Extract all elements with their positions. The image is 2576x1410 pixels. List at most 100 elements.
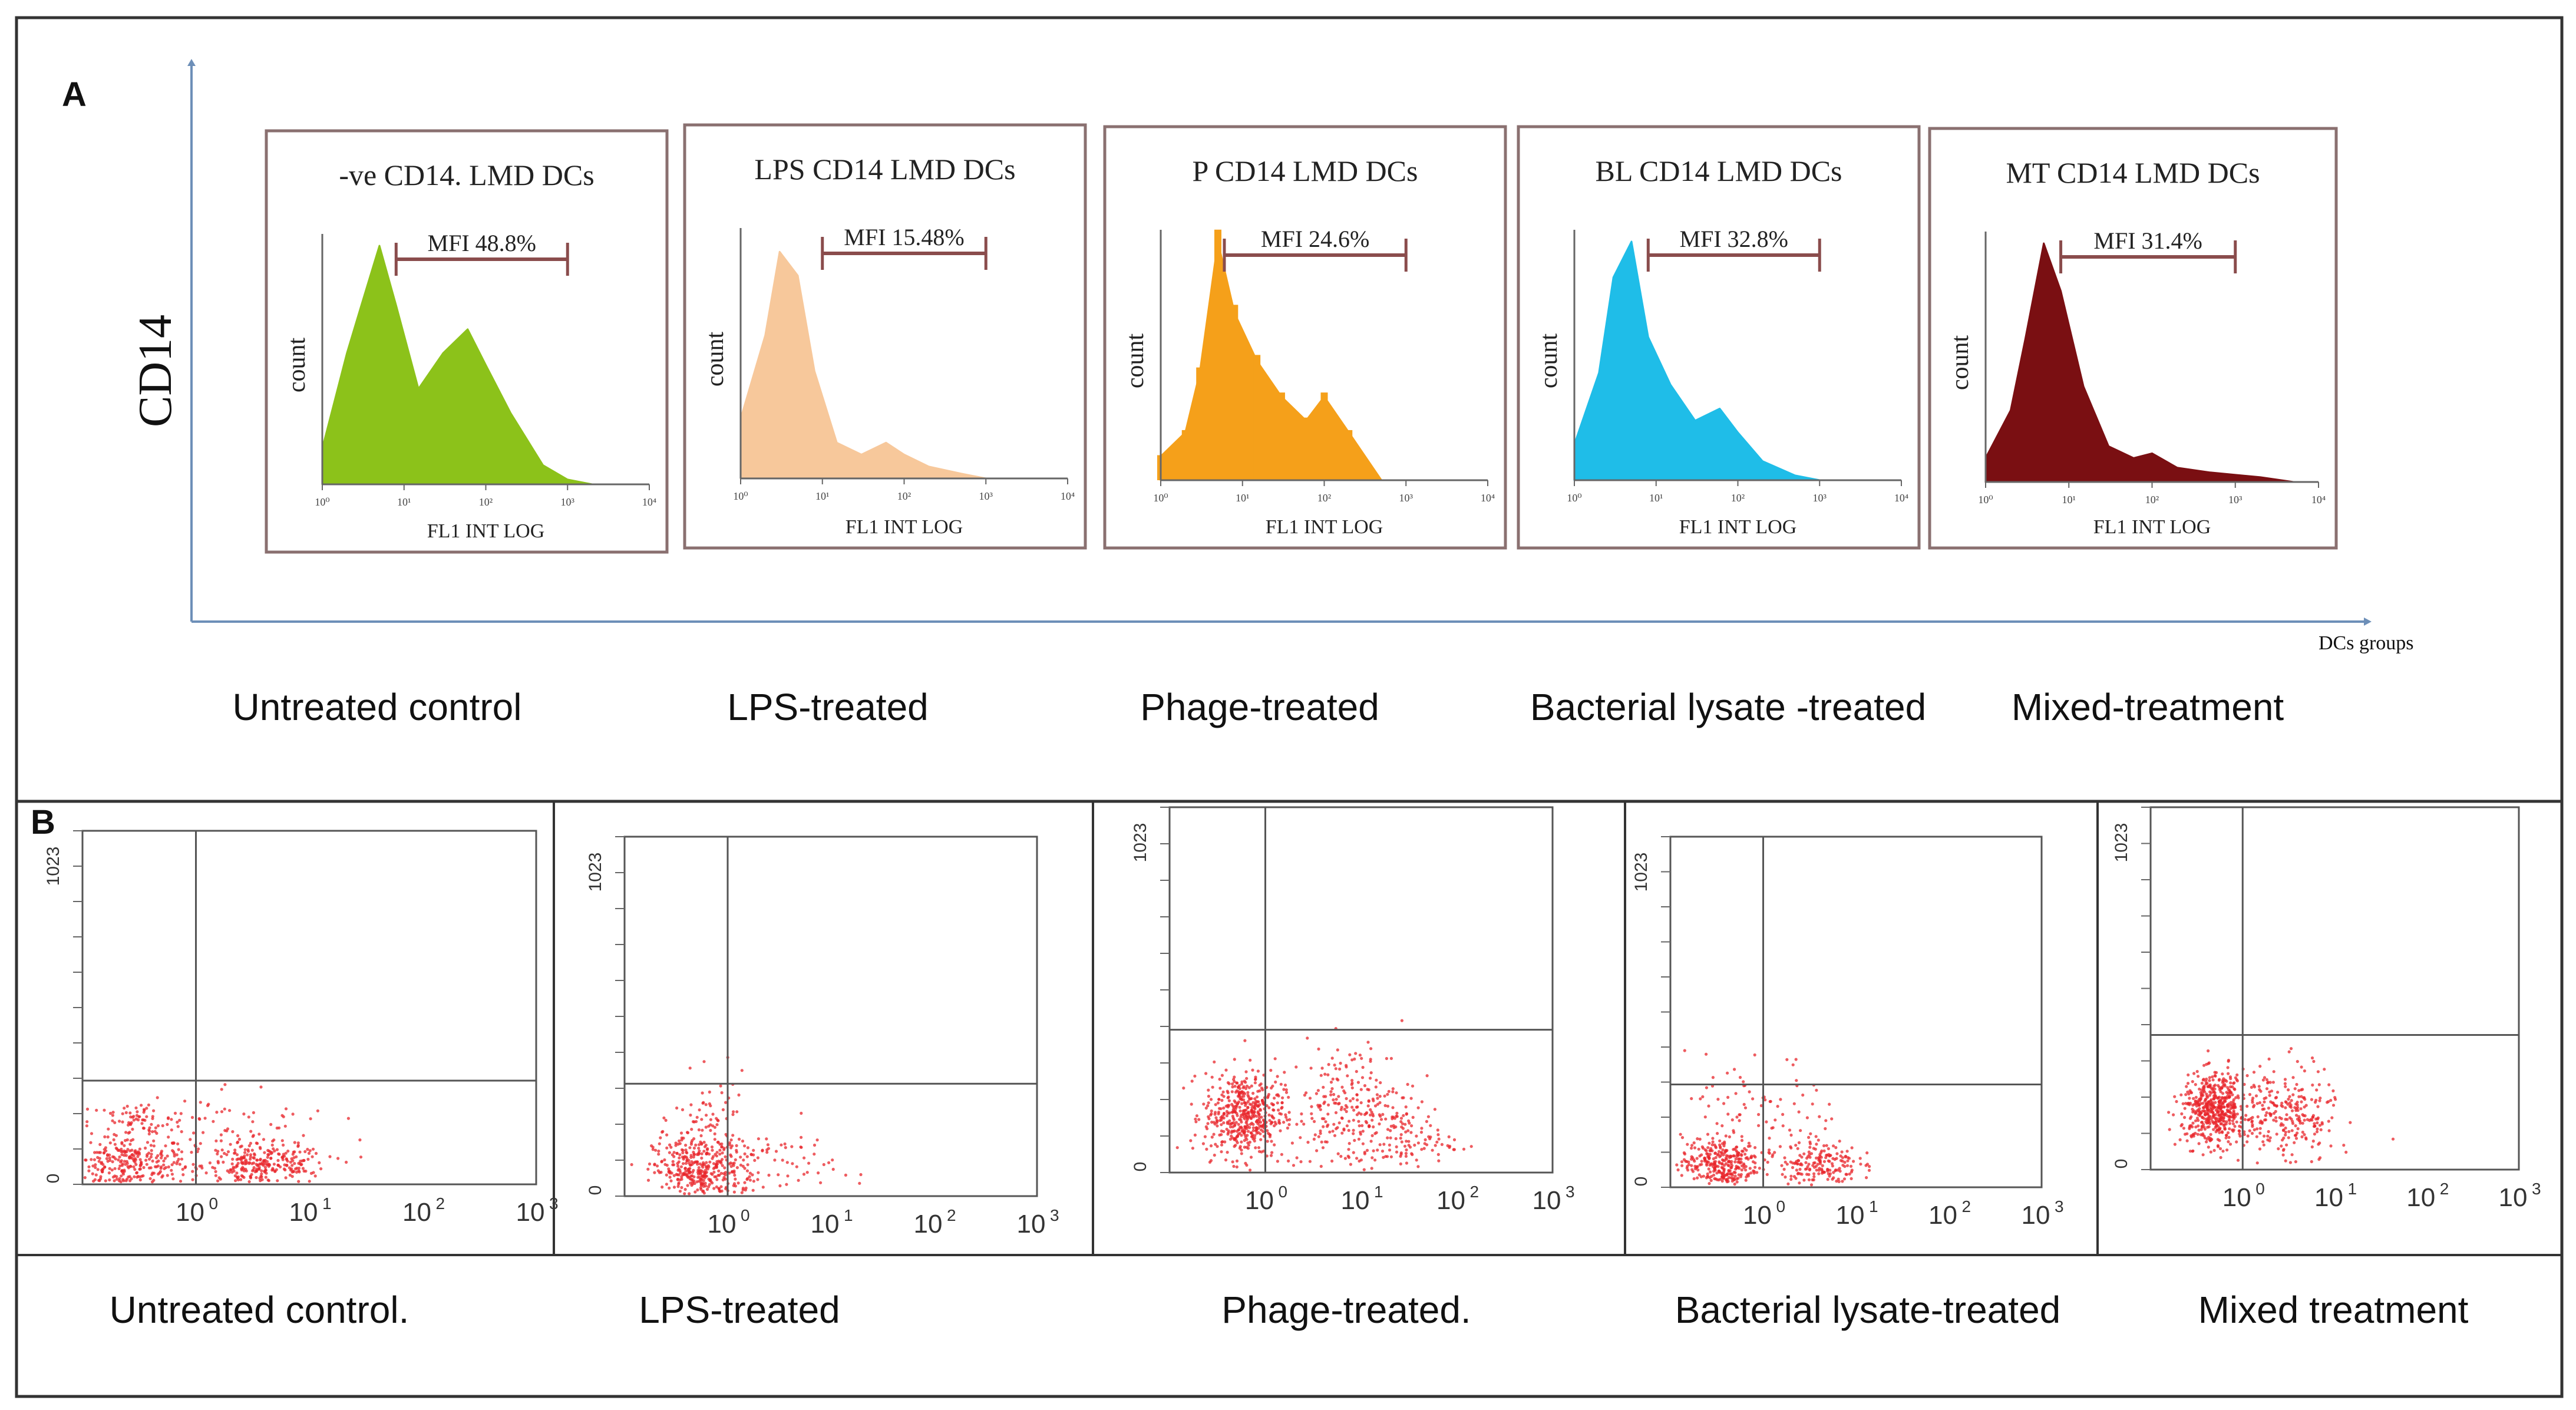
- scatter-point: [155, 1131, 158, 1135]
- scatter-point: [1795, 1160, 1798, 1163]
- scatter-point: [1774, 1118, 1777, 1122]
- scatter-point: [1436, 1128, 1439, 1132]
- scatter-frame: [1669, 836, 2043, 1188]
- scatter-point: [706, 1147, 709, 1151]
- scatter-point: [1680, 1160, 1684, 1164]
- scatter-point: [1245, 1138, 1249, 1141]
- scatter-point: [241, 1161, 245, 1164]
- scatter-point: [272, 1163, 276, 1166]
- scatter-point: [2208, 1076, 2211, 1079]
- scatter-point: [1709, 1170, 1712, 1174]
- scatter-point: [1815, 1142, 1818, 1146]
- scatter-point: [229, 1142, 232, 1146]
- scatter-point: [657, 1153, 660, 1156]
- scatter-point: [1789, 1177, 1793, 1181]
- scatter-point: [316, 1109, 320, 1112]
- scatter-point: [1352, 1128, 1355, 1132]
- scatter-point: [1781, 1124, 1785, 1128]
- scatter-point: [249, 1153, 253, 1157]
- scatter-point: [1267, 1113, 1271, 1117]
- scatter-point: [1726, 1095, 1730, 1099]
- histogram-bar: [1214, 229, 1221, 480]
- scatter-point: [1807, 1135, 1811, 1139]
- scatter-point: [791, 1162, 794, 1165]
- scatter-point: [1816, 1163, 1819, 1166]
- scatter-point: [709, 1123, 712, 1127]
- scatter-point: [2198, 1087, 2201, 1091]
- scatter-point: [124, 1154, 128, 1157]
- scatter-point: [113, 1179, 116, 1183]
- scatter-point: [1753, 1165, 1757, 1169]
- scatter-point: [108, 1153, 111, 1157]
- scatter-point: [717, 1187, 721, 1191]
- scatter-point: [1389, 1155, 1393, 1158]
- scatter-point: [702, 1170, 706, 1174]
- scatter-point: [1345, 1109, 1348, 1114]
- scatter-point: [1400, 1125, 1403, 1129]
- scatter-point: [1228, 1125, 1233, 1129]
- scatter-xtick-exponent: 2: [1962, 1197, 1971, 1216]
- scatter-xtick-exponent: 1: [322, 1194, 332, 1213]
- scatter-point: [1392, 1115, 1395, 1119]
- scatter-point: [2222, 1120, 2226, 1123]
- scatter-point: [259, 1158, 262, 1162]
- scatter-point: [2228, 1109, 2231, 1112]
- scatter-point: [705, 1187, 709, 1191]
- scatter-point: [705, 1174, 708, 1178]
- scatter-point: [123, 1144, 126, 1147]
- scatter-point: [1808, 1155, 1812, 1159]
- scatter-point: [715, 1123, 719, 1127]
- scatter-point: [1331, 1130, 1335, 1133]
- scatter-point: [1776, 1105, 1779, 1108]
- scatter-point: [144, 1146, 147, 1150]
- scatter-point: [157, 1159, 160, 1163]
- scatter-point: [259, 1174, 263, 1178]
- scatter-point: [1406, 1082, 1409, 1086]
- scatter-point: [1699, 1175, 1703, 1178]
- scatter-point: [1245, 1163, 1249, 1167]
- scatter-point: [132, 1158, 136, 1161]
- scatter-point: [1795, 1079, 1798, 1082]
- scatter-point: [708, 1153, 711, 1156]
- scatter-point: [236, 1178, 240, 1181]
- scatter-point: [676, 1162, 679, 1165]
- scatter-point: [220, 1088, 223, 1091]
- scatter-point: [2265, 1078, 2268, 1081]
- scatter-point: [177, 1148, 180, 1151]
- scatter-point: [1714, 1156, 1718, 1160]
- scatter-point: [1703, 1115, 1707, 1119]
- scatter-point: [2233, 1125, 2237, 1128]
- histogram-xlabel: FL1 INT LOG: [2093, 516, 2211, 538]
- scatter-point: [1437, 1137, 1441, 1141]
- scatter-point: [717, 1160, 721, 1163]
- scatter-point: [1408, 1145, 1412, 1149]
- scatter-point: [672, 1174, 676, 1177]
- scatter-xtick-exponent: 3: [549, 1194, 559, 1213]
- scatter-point: [2188, 1117, 2192, 1120]
- scatter-point: [214, 1139, 218, 1142]
- scatter-point: [675, 1106, 679, 1110]
- scatter-point: [2245, 1104, 2249, 1108]
- scatter-point: [345, 1160, 348, 1164]
- scatter-point: [2197, 1142, 2201, 1145]
- scatter-point: [1242, 1109, 1246, 1112]
- scatter-point: [2236, 1158, 2240, 1162]
- group-caption-a-3: Phage-treated: [1140, 686, 1379, 728]
- scatter-point: [1267, 1092, 1271, 1097]
- scatter-point: [1273, 1120, 1277, 1124]
- scatter-point: [206, 1104, 210, 1107]
- scatter-point: [1735, 1115, 1739, 1119]
- scatter-point: [684, 1161, 688, 1165]
- scatter-point: [107, 1127, 110, 1131]
- histogram-ylabel: count: [283, 338, 311, 393]
- scatter-point: [1769, 1099, 1772, 1103]
- scatter-point: [1415, 1158, 1418, 1162]
- scatter-xtick-label: 10: [516, 1198, 545, 1227]
- scatter-point: [1286, 1118, 1289, 1122]
- scatter-point: [2216, 1144, 2220, 1147]
- scatter-point: [1242, 1098, 1246, 1102]
- scatter-point: [1733, 1183, 1736, 1186]
- scatter-xtick-exponent: 2: [436, 1194, 445, 1213]
- scatter-point: [149, 1155, 153, 1159]
- scatter-point: [740, 1191, 744, 1194]
